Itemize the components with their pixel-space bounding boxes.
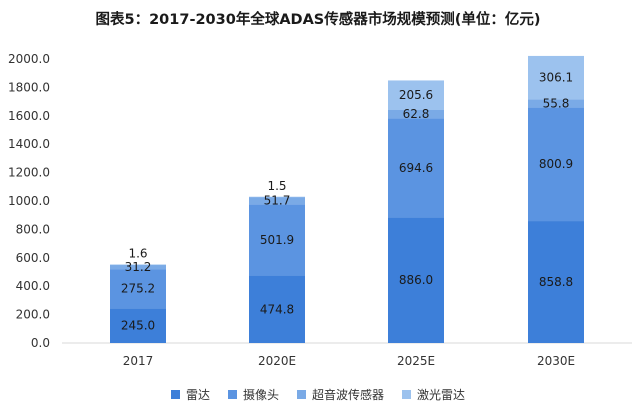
bar-segment	[249, 196, 305, 198]
bar-segment	[249, 204, 305, 276]
legend-swatch	[170, 390, 180, 399]
data-label: 474.8	[260, 302, 294, 316]
legend-label: 雷达	[185, 388, 210, 402]
data-label: 51.7	[264, 194, 291, 208]
bar-segment	[110, 308, 166, 343]
data-label: 205.6	[399, 88, 433, 102]
data-label: 694.6	[399, 161, 433, 175]
bar-segment	[528, 221, 584, 343]
data-label: 275.2	[121, 282, 155, 296]
data-label: 501.9	[260, 233, 294, 247]
bar-segment	[110, 269, 166, 309]
bar-segment	[110, 264, 166, 270]
legend-label: 摄像头	[242, 388, 279, 402]
data-label: 245.0	[121, 319, 155, 333]
bar-segment	[528, 107, 584, 222]
legend-item: 摄像头	[227, 386, 279, 403]
bar-segment	[110, 264, 166, 266]
legend-label: 激光雷达	[417, 388, 466, 402]
x-tick-label: 2020E	[258, 354, 296, 368]
data-label: 1.5	[267, 179, 286, 193]
legend-item: 超音波传感器	[297, 386, 384, 403]
data-label: 886.0	[399, 273, 433, 287]
x-tick-label: 2025E	[397, 354, 435, 368]
legend-swatch	[297, 390, 306, 399]
y-tick-label: 400.0	[16, 279, 50, 293]
legend-swatch	[402, 390, 412, 399]
legend-label: 超音波传感器	[312, 388, 385, 402]
data-label: 31.2	[125, 260, 152, 274]
y-tick-label: 1000.0	[8, 194, 50, 208]
bar-segment	[528, 99, 584, 108]
data-label: 62.8	[403, 107, 430, 121]
y-tick-label: 0.0	[31, 336, 50, 350]
data-label: 55.8	[543, 96, 570, 110]
bar-segment	[388, 217, 444, 343]
bar-segment	[249, 196, 305, 205]
y-tick-label: 600.0	[16, 251, 50, 265]
bar-segment	[388, 80, 444, 110]
y-tick-label: 200.0	[16, 308, 50, 322]
y-tick-label: 2000.0	[8, 52, 50, 66]
data-label: 800.9	[539, 157, 573, 171]
data-label: 306.1	[539, 71, 573, 85]
x-tick-label: 2030E	[537, 354, 575, 368]
chart-legend: 雷达 摄像头 超音波传感器 激光雷达	[0, 386, 636, 403]
data-label: 858.8	[539, 275, 573, 289]
y-tick-label: 1400.0	[8, 137, 50, 151]
legend-swatch	[227, 390, 237, 399]
bar-segment	[388, 109, 444, 119]
y-tick-label: 1600.0	[8, 109, 50, 123]
y-tick-label: 800.0	[16, 222, 50, 236]
bar-segment	[249, 275, 305, 343]
bar-segment	[388, 118, 444, 218]
legend-item: 雷达	[170, 386, 210, 403]
chart-plot-area: 0.0 200.0 400.0 600.0 800.0 1000.0 1200.0 1400.…	[8, 52, 632, 368]
data-label: 1.6	[128, 246, 147, 260]
y-tick-label: 1200.0	[8, 166, 50, 180]
legend-item: 激光雷达	[402, 386, 465, 403]
chart-title: 图表5：2017-2030年全球ADAS传感器市场规模预测(单位：亿元)	[95, 12, 541, 28]
bar-segment	[528, 55, 584, 100]
x-tick-label: 2017	[123, 354, 154, 368]
y-tick-label: 1800.0	[8, 80, 50, 94]
